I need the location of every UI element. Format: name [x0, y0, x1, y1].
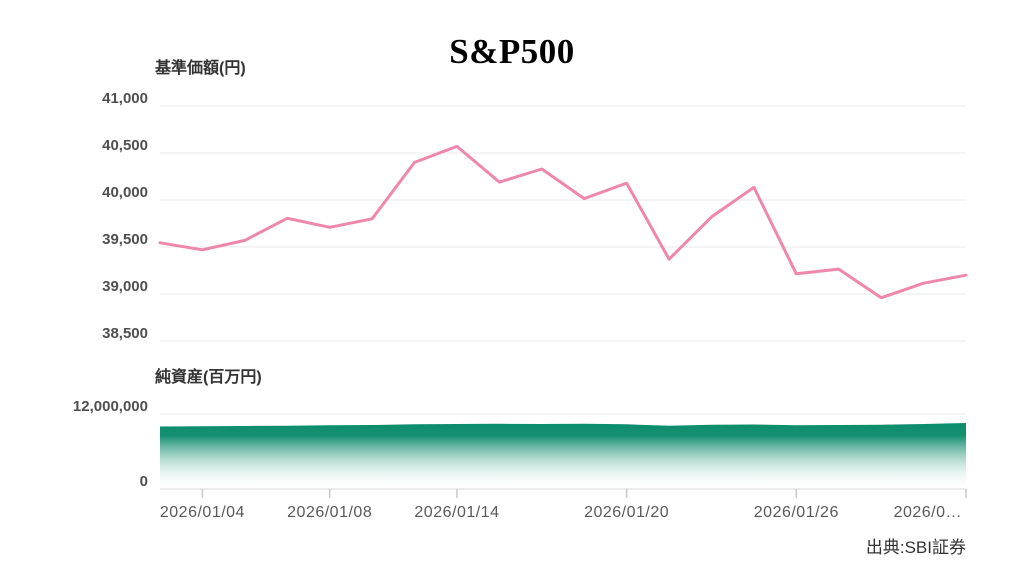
assets-axis-label: 純資産(百万円)	[155, 369, 262, 386]
assets-area-top-edge	[159, 423, 967, 429]
assets-y-tick-label: 0	[140, 473, 148, 490]
x-tick-label: 2026/01/26	[754, 504, 839, 521]
price-y-tick-label: 40,500	[102, 137, 148, 154]
price-y-tick-label: 39,500	[102, 231, 148, 248]
x-tick-label: 2026/01/04	[160, 504, 245, 521]
price-y-tick-label: 39,000	[102, 278, 148, 295]
price-line-series	[158, 144, 968, 300]
x-tick-label: 2026/01/14	[414, 504, 499, 521]
assets-y-tick-label: 12,000,000	[73, 398, 148, 415]
chart-title: S&P500	[449, 32, 575, 71]
price-y-tick-label: 41,000	[102, 90, 148, 107]
assets-area-series	[160, 424, 966, 489]
price-y-tick-label: 38,500	[102, 325, 148, 342]
price-y-tick-label: 40,000	[102, 184, 148, 201]
price-axis-label: 基準価額(円)	[155, 60, 246, 77]
x-tick-label: 2026/01/20	[584, 504, 669, 521]
x-tick-label: 2026/0…	[894, 504, 962, 521]
x-tick-label: 2026/01/08	[287, 504, 372, 521]
source-credit: 出典:SBI証券	[865, 538, 966, 557]
